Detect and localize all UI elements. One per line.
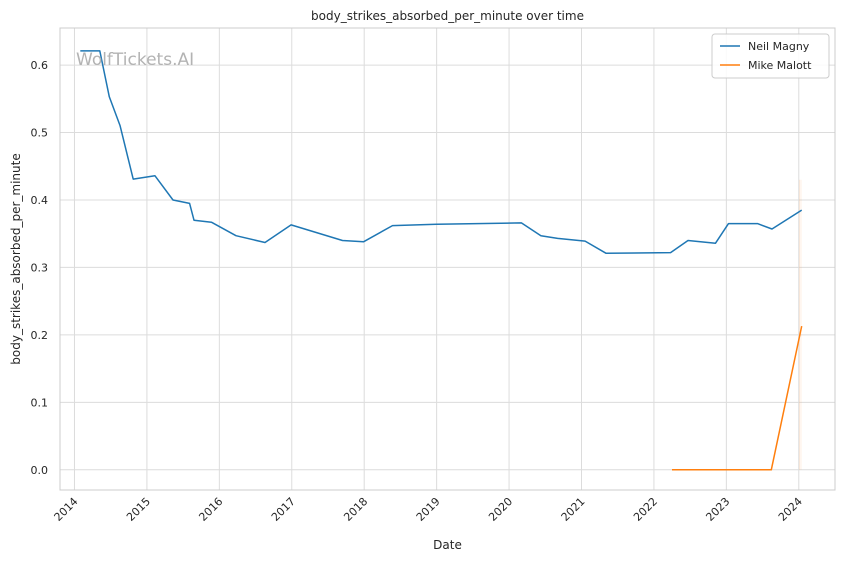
y-tick-label: 0.4 <box>31 194 49 207</box>
y-tick-label: 0.0 <box>31 464 49 477</box>
y-axis-label: body_strikes_absorbed_per_minute <box>9 153 23 364</box>
legend-label: Neil Magny <box>748 40 810 53</box>
y-tick-label: 0.2 <box>31 329 49 342</box>
y-axis: 0.0 0.1 0.2 0.3 0.4 0.5 0.6 <box>31 59 49 477</box>
y-tick-label: 0.5 <box>31 127 49 140</box>
legend-label: Mike Malott <box>748 59 812 72</box>
watermark: WolfTickets.AI <box>76 50 194 70</box>
series-line-neil-magny <box>80 50 803 255</box>
series-line-mike-malott <box>672 325 803 471</box>
x-axis-label: Date <box>433 538 462 552</box>
chart-title: body_strikes_absorbed_per_minute over ti… <box>311 9 584 23</box>
plot-frame <box>59 27 836 491</box>
series-lines <box>80 50 803 471</box>
legend: Neil Magny Mike Malott <box>711 33 830 79</box>
y-tick-label: 0.1 <box>31 396 49 409</box>
y-tick-label: 0.6 <box>31 59 49 72</box>
legend-box <box>711 33 830 79</box>
grid <box>60 28 835 490</box>
y-tick-label: 0.3 <box>31 261 49 274</box>
